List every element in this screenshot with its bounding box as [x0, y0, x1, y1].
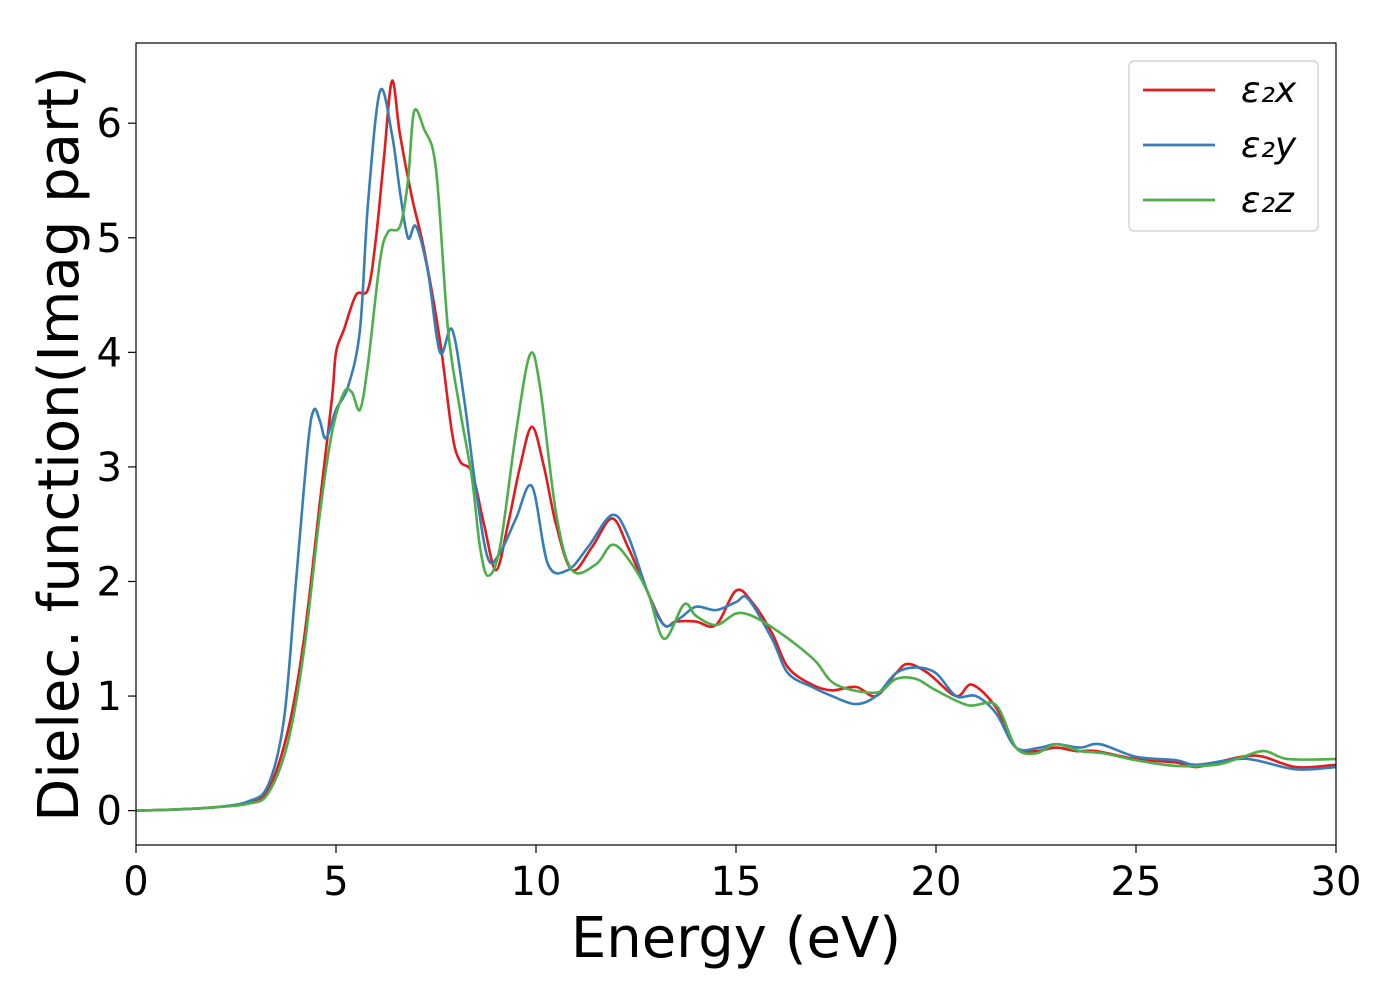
x-tick-label-5: 25	[1111, 859, 1162, 905]
x-tick-label-3: 15	[711, 859, 762, 905]
x-axis-label: Energy (eV)	[571, 906, 901, 971]
y-tick-label-3: 3	[97, 445, 122, 491]
legend: ε₂x ε₂y ε₂z	[1128, 60, 1319, 232]
x-tick-label-2: 10	[511, 859, 562, 905]
y-tick-label-5: 5	[97, 216, 122, 262]
y-tick-label-4: 4	[97, 330, 122, 376]
y-tick-label-0: 0	[97, 789, 122, 835]
x-tick-label-1: 5	[323, 859, 348, 905]
legend-label-1: ε₂y	[1241, 125, 1297, 166]
x-axis: 0 5 10 15 20 25 30	[123, 845, 1361, 905]
legend-box	[1128, 60, 1319, 232]
series-lines	[136, 79, 1336, 812]
legend-label-2: ε₂z	[1241, 180, 1295, 221]
y-tick-label-2: 2	[97, 559, 122, 605]
x-tick-label-0: 0	[123, 859, 148, 905]
y-tick-label-6: 6	[97, 101, 122, 147]
x-tick-label-6: 30	[1311, 859, 1362, 905]
series-line-2	[136, 108, 1336, 812]
y-axis: 0 1 2 3 4 5 6	[97, 101, 136, 835]
y-tick-label-1: 1	[97, 674, 122, 720]
legend-label-0: ε₂x	[1241, 70, 1297, 111]
x-tick-label-4: 20	[911, 859, 962, 905]
y-axis-label: Dielec. function(Imag part)	[27, 66, 92, 822]
